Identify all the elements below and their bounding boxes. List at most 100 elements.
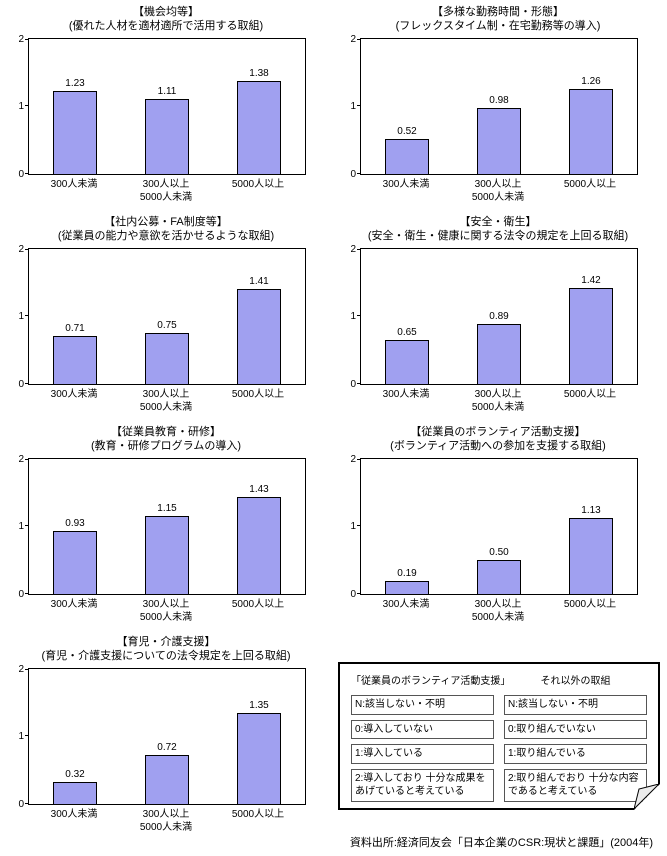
x-axis-labels: 300人未満 300人以上 5000人未満 5000人以上 <box>28 808 304 834</box>
chart-subtitle: (従業員の能力や意欲を活かせるような取組) <box>57 229 275 242</box>
x-category-label: 300人未満 <box>50 388 98 400</box>
chart-equal-opportunity: 【機会均等】 (優れた人材を適材適所で活用する取組) 1.23 1.11 1.38 … <box>4 6 328 206</box>
bar <box>237 288 281 384</box>
chart-title: 【育児・介護支援】 <box>116 636 216 648</box>
bar-slot: 0.65 <box>361 249 453 384</box>
bar-slot: 1.23 <box>29 39 121 174</box>
plot: 0.93 1.15 1.43 <box>29 459 305 594</box>
y-tick-mark <box>25 105 29 107</box>
y-tick-label: 1 <box>350 521 356 533</box>
bar-slot: 0.52 <box>361 39 453 174</box>
plot: 0.52 0.98 1.26 <box>361 39 637 174</box>
y-tick-label: 2 <box>350 453 356 465</box>
bar-slot: 0.72 <box>121 669 213 804</box>
y-tick-label: 0 <box>18 798 24 810</box>
bar-value-label: 0.93 <box>65 518 85 530</box>
bar <box>477 323 521 384</box>
y-tick-mark <box>25 668 29 670</box>
x-category-label: 300人以上 5000人未満 <box>139 598 193 623</box>
x-axis-labels: 300人未満 300人以上 5000人未満 5000人以上 <box>360 598 636 624</box>
x-category-label: 5000人以上 <box>563 388 617 400</box>
bar-slot: 0.19 <box>361 459 453 594</box>
bar-value-label: 1.38 <box>249 67 269 79</box>
bar-value-label: 0.75 <box>157 320 177 332</box>
chart-subtitle: (育児・介護支援についての法令規定を上回る取組) <box>41 649 291 662</box>
legend-header-other: それ以外の取組 <box>540 676 611 687</box>
chart-safety-health: 【安全・衛生】 (安全・衛生・健康に関する法令の規定を上回る取組) 0.65 0.… <box>336 216 660 416</box>
y-tick-label: 2 <box>350 33 356 45</box>
y-tick-mark <box>25 315 29 317</box>
legend-item: 1:導入している <box>351 744 494 764</box>
bar <box>53 90 97 174</box>
bar-value-label: 0.72 <box>157 742 177 754</box>
bar <box>569 88 613 174</box>
y-tick-mark <box>357 105 361 107</box>
y-tick-label: 1 <box>350 311 356 323</box>
y-tick-label: 1 <box>18 731 24 743</box>
bar-slot: 0.50 <box>453 459 545 594</box>
chart-title: 【従業員のボランティア活動支援】 <box>410 426 586 438</box>
x-axis-labels: 300人未満 300人以上 5000人未満 5000人以上 <box>28 598 304 624</box>
y-tick-mark <box>25 458 29 460</box>
y-tick-label: 0 <box>18 168 24 180</box>
y-tick-label: 0 <box>350 378 356 390</box>
chart-childcare-support: 【育児・介護支援】 (育児・介護支援についての法令規定を上回る取組) 0.32 0… <box>4 636 328 836</box>
bar-value-label: 1.26 <box>581 75 601 87</box>
bar-slot: 1.13 <box>545 459 637 594</box>
bar-value-label: 1.11 <box>157 86 177 98</box>
bar-slot: 0.32 <box>29 669 121 804</box>
plot-area: 0.71 0.75 1.41 0 1 2 <box>18 244 306 390</box>
x-category-label: 300人以上 5000人未満 <box>471 178 525 203</box>
y-tick-label: 1 <box>18 521 24 533</box>
bar-value-label: 0.65 <box>397 327 417 339</box>
chart-flexible-work-hours: 【多様な勤務時間・形態】 (フレックスタイム制・在宅勤務等の導入) 0.52 0.… <box>336 6 660 206</box>
bar-value-label: 1.13 <box>581 504 601 516</box>
plot-area: 0.32 0.72 1.35 0 1 2 <box>18 664 306 810</box>
x-category-label: 300人未満 <box>382 598 430 610</box>
bar <box>385 340 429 384</box>
bar <box>53 782 97 804</box>
chart-subtitle: (教育・研修プログラムの導入) <box>91 439 241 452</box>
bar <box>145 333 189 384</box>
bar <box>477 560 521 594</box>
bar-value-label: 0.52 <box>397 125 417 137</box>
y-tick-mark <box>357 592 361 594</box>
chart-title: 【安全・衛生】 <box>459 216 537 228</box>
x-category-label: 300人未満 <box>50 808 98 820</box>
x-category-label: 300人未満 <box>382 178 430 190</box>
x-category-label: 300人以上 5000人未満 <box>471 598 525 623</box>
chart-subtitle: (安全・衛生・健康に関する法令の規定を上回る取組) <box>367 229 629 242</box>
bar-slot: 0.98 <box>453 39 545 174</box>
x-category-label: 300人未満 <box>382 388 430 400</box>
y-tick-mark <box>357 525 361 527</box>
x-axis-labels: 300人未満 300人以上 5000人未満 5000人以上 <box>360 388 636 414</box>
x-category-label: 5000人以上 <box>231 178 285 190</box>
bar-value-label: 0.32 <box>65 769 85 781</box>
y-tick-mark <box>25 525 29 527</box>
x-category-label: 5000人以上 <box>563 178 617 190</box>
y-tick-mark <box>357 382 361 384</box>
x-category-label: 300人以上 5000人未満 <box>139 178 193 203</box>
legend-item: 2:取り組んでおり 十分な内容 であると考えている <box>504 768 647 802</box>
bar <box>385 581 429 594</box>
y-tick-label: 2 <box>18 33 24 45</box>
plot-area: 0.52 0.98 1.26 0 1 2 <box>350 34 638 180</box>
y-tick-label: 0 <box>350 588 356 600</box>
x-category-label: 5000人以上 <box>231 388 285 400</box>
y-tick-label: 2 <box>18 663 24 675</box>
chart-title: 【多様な勤務時間・形態】 <box>432 6 564 18</box>
bar-slot: 1.43 <box>213 459 305 594</box>
bar-slot: 1.11 <box>121 39 213 174</box>
legend-column-volunteer: 「従業員のボランティア活動支援」 N:該当しない・不明 0:導入していない 1:導入… <box>346 672 510 804</box>
bar <box>237 712 281 804</box>
legend-item: 0:導入していない <box>351 719 494 739</box>
bar <box>145 99 189 174</box>
legend-box: 「従業員のボランティア活動支援」 N:該当しない・不明 0:導入していない 1:導入… <box>338 662 660 810</box>
legend-column-other: それ以外の取組 N:該当しない・不明 0:取り組んでいない 1:取り組んでいる 2:取… <box>499 672 652 804</box>
bar-value-label: 1.41 <box>249 275 269 287</box>
chart-internal-recruiting: 【社内公募・FA制度等】 (従業員の能力や意欲を活かせるような取組) 0.71 0… <box>4 216 328 416</box>
chart-title: 【社内公募・FA制度等】 <box>104 216 228 228</box>
y-tick-label: 2 <box>18 243 24 255</box>
x-category-label: 300人未満 <box>50 178 98 190</box>
y-tick-label: 1 <box>350 101 356 113</box>
